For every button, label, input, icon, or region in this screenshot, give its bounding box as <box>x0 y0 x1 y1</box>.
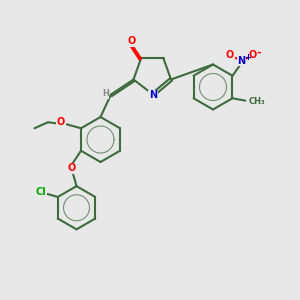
Text: +: + <box>244 53 252 62</box>
Text: O: O <box>68 164 76 173</box>
Text: O: O <box>57 117 65 127</box>
Text: CH₃: CH₃ <box>249 97 266 106</box>
Text: -: - <box>256 47 261 57</box>
Text: N: N <box>149 90 157 100</box>
Text: O: O <box>128 36 136 46</box>
Text: Cl: Cl <box>36 188 47 197</box>
Text: O: O <box>226 50 234 60</box>
Text: O: O <box>249 50 257 60</box>
Text: N: N <box>237 56 245 66</box>
Text: H: H <box>102 89 109 98</box>
